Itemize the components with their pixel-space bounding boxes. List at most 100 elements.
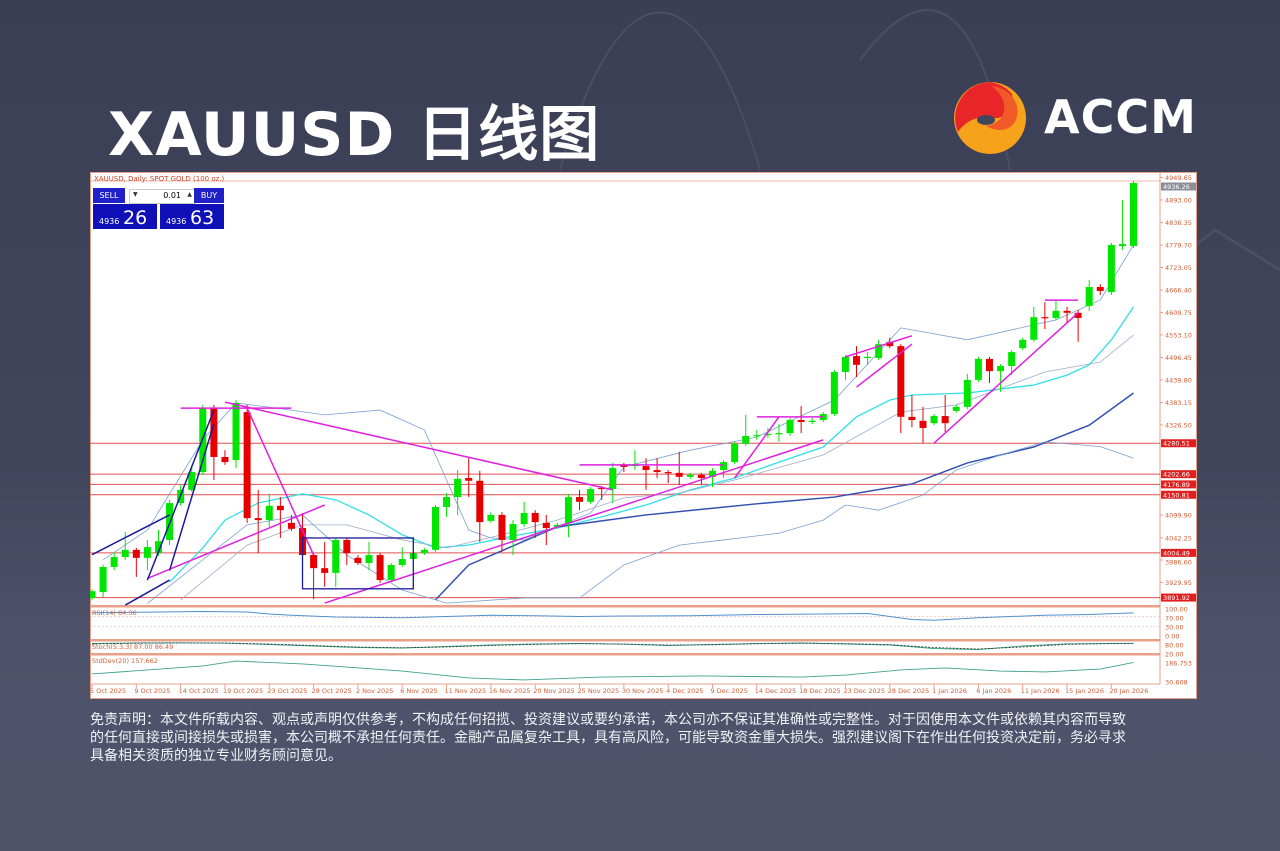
date-tick-label: 20 Nov 2025 — [533, 687, 575, 695]
date-tick-label: 28 Dec 2025 — [888, 687, 930, 695]
price-tick-label: 4723.05 — [1165, 264, 1192, 272]
date-tick-label: 20 Jan 2026 — [1109, 687, 1148, 695]
band-lower-line — [147, 441, 1134, 604]
one-click-trading-panel: SELL ▼ 0.01 ▲ BUY 4936 26 4936 63 — [93, 188, 224, 229]
date-tick-label: 14 Oct 2025 — [179, 687, 219, 695]
trendline — [147, 504, 325, 580]
candle-bullish — [1085, 286, 1093, 307]
candle-bullish — [742, 435, 750, 444]
candle-bearish — [287, 522, 295, 529]
buy-price-pips: 63 — [190, 207, 215, 229]
candle-bullish — [830, 371, 838, 415]
candle-bullish — [454, 478, 462, 498]
price-tick-label: 4553.10 — [1165, 331, 1192, 339]
date-tick-label: 1 Jan 2026 — [932, 687, 967, 695]
rsi-level-label: 30.00 — [1165, 624, 1184, 632]
date-tick-label: 23 Dec 2025 — [843, 687, 885, 695]
date-tick-label: 14 Dec 2025 — [755, 687, 797, 695]
chart-window[interactable]: 4949.65 4936.26 4893.00 4836.35 4779.70 4723.… — [90, 172, 1197, 699]
rsi-level-label: 0.00 — [1165, 633, 1179, 641]
buy-price-box[interactable]: 4936 63 — [160, 204, 224, 229]
candle-bearish — [210, 408, 218, 457]
date-tick-label: 6 Jan 2026 — [976, 687, 1011, 695]
candle-bullish — [387, 564, 395, 581]
date-tick-label: 11 Jan 2026 — [1021, 687, 1060, 695]
lot-increase-icon[interactable]: ▲ — [187, 191, 192, 198]
sell-price-prefix: 4936 — [99, 217, 120, 226]
candle-bullish — [974, 358, 982, 380]
lot-decrease-icon[interactable]: ▼ — [133, 191, 138, 198]
trendline — [146, 409, 215, 581]
candle-bearish — [1074, 312, 1082, 318]
candle-bullish — [332, 539, 340, 573]
date-tick-label: 23 Oct 2025 — [267, 687, 307, 695]
rsi-label: RSI(14) 84.36 — [92, 609, 137, 617]
date-tick-label: 15 Jan 2026 — [1065, 687, 1104, 695]
level-label-bg — [1161, 490, 1196, 499]
candle-bullish — [188, 472, 196, 490]
candle-bearish — [653, 470, 661, 473]
candle-bullish — [808, 420, 816, 423]
page-title: XAUUSD 日线图 — [108, 100, 601, 170]
candle-bullish — [509, 524, 517, 540]
price-tick-label: 4326.50 — [1165, 421, 1192, 429]
sell-price-pips: 26 — [123, 207, 148, 229]
candle-bullish — [952, 406, 960, 411]
candle-bullish — [110, 557, 118, 567]
sell-price-box[interactable]: 4936 26 — [93, 204, 157, 229]
lot-size-input[interactable]: ▼ 0.01 ▲ — [129, 189, 196, 204]
candle-bullish — [90, 591, 96, 598]
candle-bullish — [398, 559, 406, 565]
band-middle-line — [180, 334, 1134, 601]
sell-button[interactable]: SELL — [93, 188, 125, 203]
candle-bearish — [254, 518, 262, 521]
level-label: 4004.49 — [1163, 549, 1190, 557]
candle-bullish — [930, 416, 938, 424]
candle-bearish — [376, 555, 384, 581]
candle-bullish — [487, 514, 495, 521]
trendline — [224, 401, 613, 491]
candle-bullish — [1008, 352, 1016, 367]
current-price-label-bg — [1161, 182, 1196, 191]
panel-separator — [90, 605, 1160, 608]
candle-bearish — [919, 420, 927, 428]
buy-button[interactable]: BUY — [194, 188, 224, 203]
price-tick-label: 4383.15 — [1165, 399, 1192, 407]
price-tick-label: 4099.90 — [1165, 511, 1192, 519]
trendline — [856, 343, 913, 388]
candle-bullish — [143, 547, 151, 558]
candle-bearish — [620, 464, 628, 467]
level-label: 4202.66 — [1163, 471, 1190, 479]
candle-bullish — [1019, 339, 1027, 349]
candle-bullish — [564, 497, 572, 523]
candle-bullish — [587, 489, 595, 502]
candle-bearish — [476, 480, 484, 523]
stoch-label: Stoch(5,3,3) 87.00 86.49 — [92, 643, 173, 651]
candle-bullish — [1130, 182, 1138, 247]
price-tick-label: 4439.80 — [1165, 376, 1192, 384]
price-tick-label: 4042.25 — [1165, 534, 1192, 542]
candle-bearish — [576, 497, 584, 502]
price-tick-label: 4496.45 — [1165, 354, 1192, 362]
date-tick-label: 9 Dec 2025 — [710, 687, 747, 695]
candle-bullish — [1052, 310, 1060, 318]
candle-bullish — [265, 505, 273, 521]
candle-bearish — [243, 412, 251, 519]
candle-bullish — [232, 402, 240, 461]
candle-bullish — [431, 506, 439, 550]
date-tick-label: 4 Dec 2025 — [666, 687, 703, 695]
candle-bearish — [354, 557, 362, 563]
date-tick-label: 28 Oct 2025 — [312, 687, 352, 695]
candle-bullish — [764, 433, 772, 436]
candle-bearish — [276, 505, 284, 511]
candle-bearish — [697, 474, 705, 478]
candle-bullish — [1107, 244, 1115, 293]
candle-bullish — [786, 420, 794, 434]
level-label: 3891.92 — [1163, 594, 1190, 602]
price-tick-label: 4609.75 — [1165, 309, 1192, 317]
trendline — [91, 514, 170, 556]
date-tick-label: 9 Oct 2025 — [134, 687, 170, 695]
range-box — [301, 537, 414, 590]
candle-bearish — [941, 416, 949, 424]
